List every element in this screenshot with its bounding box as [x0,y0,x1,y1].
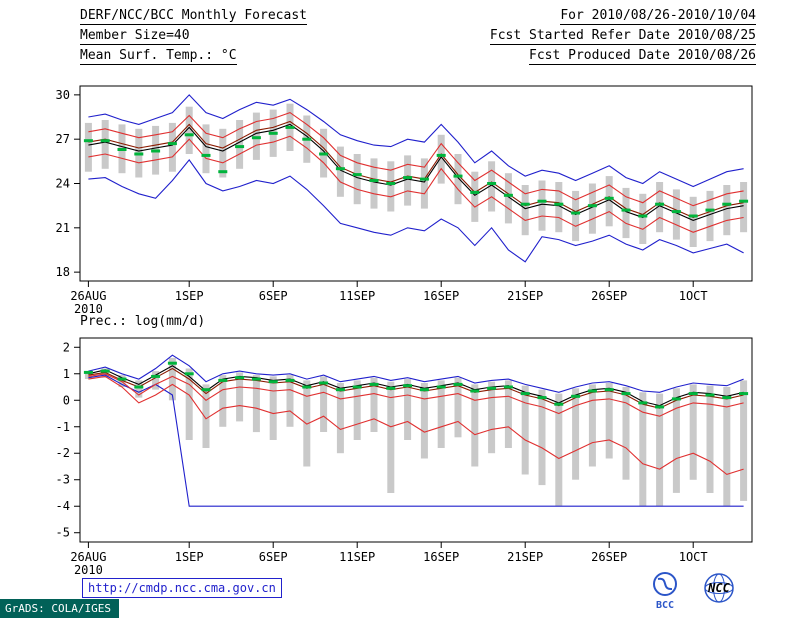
svg-text:1SEP: 1SEP [175,550,204,564]
svg-text:2010: 2010 [74,302,103,316]
svg-text:11SEP: 11SEP [339,550,375,564]
header-row-2: Member Size=40 Fcst Started Refer Date 2… [80,28,756,48]
svg-text:-4: -4 [56,499,70,513]
svg-text:2: 2 [63,340,70,354]
header-row-3: Mean Surf. Temp.: °C Fcst Produced Date … [80,48,756,68]
svg-text:-5: -5 [56,526,70,540]
grads-stamp: GrADS: COLA/IGES [0,599,119,618]
variable-label-precip: Prec.: log(mm/d) [80,314,206,329]
svg-text:24: 24 [56,177,70,191]
svg-text:21SEP: 21SEP [507,289,543,303]
svg-text:1SEP: 1SEP [175,289,204,303]
svg-text:27: 27 [56,132,70,146]
svg-text:1OCT: 1OCT [679,289,708,303]
svg-text:16SEP: 16SEP [423,550,459,564]
ncc-logo: NCC [696,570,742,610]
svg-text:1OCT: 1OCT [679,550,708,564]
svg-text:11SEP: 11SEP [339,289,375,303]
svg-text:21SEP: 21SEP [507,550,543,564]
svg-text:-1: -1 [56,420,70,434]
fcst-produced-date: Fcst Produced Date 2010/08/26 [529,48,756,65]
svg-text:6SEP: 6SEP [259,550,288,564]
source-url[interactable]: http://cmdp.ncc.cma.gov.cn [82,578,282,598]
page-title: DERF/NCC/BCC Monthly Forecast [80,8,307,25]
svg-text:26SEP: 26SEP [591,289,627,303]
svg-text:0: 0 [63,393,70,407]
svg-text:26SEP: 26SEP [591,550,627,564]
bcc-logo-icon [653,572,677,596]
svg-text:30: 30 [56,88,70,102]
bcc-logo-label: BCC [655,600,675,611]
ncc-logo-label: NCC [707,581,730,595]
svg-text:2010: 2010 [74,563,103,577]
svg-text:-3: -3 [56,473,70,487]
svg-text:21: 21 [56,221,70,235]
svg-text:-2: -2 [56,446,70,460]
header-row-1: DERF/NCC/BCC Monthly Forecast For 2010/0… [80,8,756,28]
header: DERF/NCC/BCC Monthly Forecast For 2010/0… [80,8,756,68]
member-size: Member Size=40 [80,28,190,45]
variable-label-temp: Mean Surf. Temp.: °C [80,48,237,65]
fcst-refer-date: Fcst Started Refer Date 2010/08/25 [489,28,756,45]
forecast-range: For 2010/08/26-2010/10/04 [560,8,756,25]
svg-text:26AUG: 26AUG [70,550,106,564]
logos: BCC NCC [648,570,742,611]
svg-text:1: 1 [63,367,70,381]
svg-text:26AUG: 26AUG [70,289,106,303]
svg-text:6SEP: 6SEP [259,289,288,303]
svg-text:16SEP: 16SEP [423,289,459,303]
svg-text:18: 18 [56,265,70,279]
ncc-logo-icon: NCC [704,573,734,603]
bcc-logo: BCC [648,570,682,611]
